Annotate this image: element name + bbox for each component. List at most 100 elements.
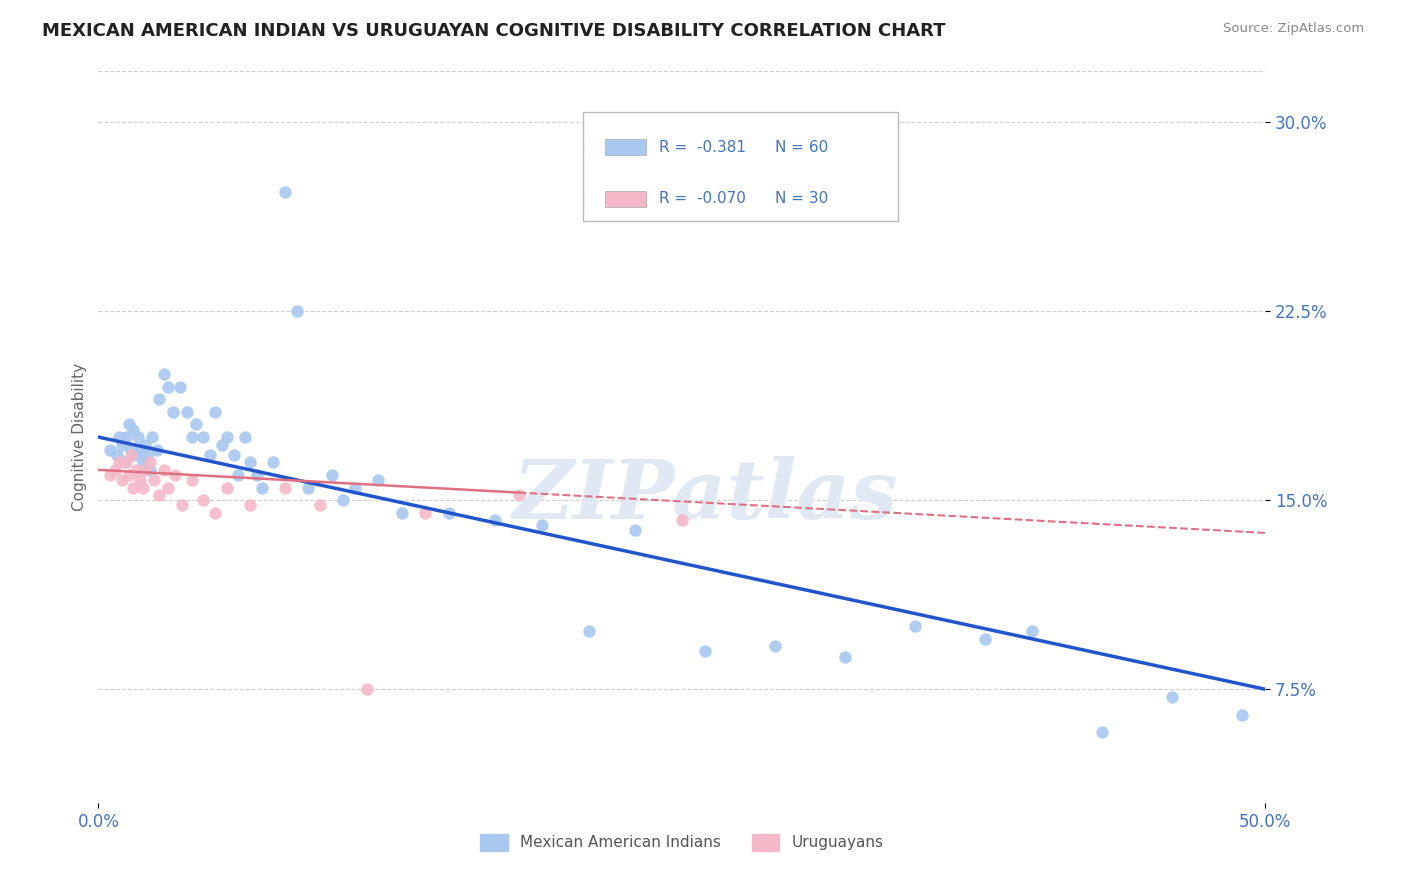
Point — [321, 467, 343, 482]
FancyBboxPatch shape — [605, 139, 645, 155]
Point — [904, 619, 927, 633]
Point — [122, 423, 145, 437]
Point — [246, 467, 269, 482]
Point — [162, 405, 184, 419]
Point — [695, 644, 717, 658]
Point — [285, 304, 308, 318]
Point — [356, 682, 378, 697]
Point — [169, 379, 191, 393]
Point — [141, 430, 163, 444]
Point — [222, 448, 245, 462]
Point — [134, 463, 156, 477]
Point — [274, 481, 297, 495]
Point — [228, 467, 250, 482]
Point — [200, 448, 222, 462]
Point — [1161, 690, 1184, 704]
Point — [176, 405, 198, 419]
Point — [834, 649, 856, 664]
Point — [118, 417, 141, 432]
Point — [127, 430, 149, 444]
Point — [250, 481, 273, 495]
Point — [118, 467, 141, 482]
Point — [437, 506, 460, 520]
Point — [98, 442, 121, 457]
Point — [120, 448, 142, 462]
Point — [165, 467, 187, 482]
Text: ZIPatlas: ZIPatlas — [513, 456, 898, 535]
Point — [1091, 725, 1114, 739]
Point — [239, 498, 262, 512]
Point — [115, 455, 138, 469]
Point — [671, 513, 693, 527]
Point — [98, 467, 121, 482]
Point — [211, 437, 233, 451]
Point — [152, 463, 174, 477]
Point — [134, 437, 156, 451]
Point — [215, 481, 238, 495]
Point — [215, 430, 238, 444]
Point — [332, 493, 354, 508]
Point — [1230, 707, 1253, 722]
Text: MEXICAN AMERICAN INDIAN VS URUGUAYAN COGNITIVE DISABILITY CORRELATION CHART: MEXICAN AMERICAN INDIAN VS URUGUAYAN COG… — [42, 22, 946, 40]
Point — [1021, 624, 1043, 639]
Point — [763, 640, 786, 654]
Point — [180, 473, 202, 487]
Point — [508, 488, 530, 502]
Point — [413, 506, 436, 520]
Point — [578, 624, 600, 639]
Point — [157, 379, 180, 393]
Point — [193, 493, 215, 508]
Point — [193, 430, 215, 444]
Point — [104, 463, 127, 477]
Text: N = 30: N = 30 — [775, 191, 828, 206]
Point — [204, 506, 226, 520]
Point — [125, 463, 148, 477]
Point — [108, 455, 131, 469]
Point — [120, 442, 142, 457]
Point — [115, 430, 138, 444]
Point — [105, 448, 128, 462]
Point — [344, 481, 367, 495]
Point — [108, 430, 131, 444]
Point — [204, 405, 226, 419]
Point — [132, 455, 155, 469]
FancyBboxPatch shape — [605, 191, 645, 207]
Point — [186, 417, 208, 432]
Text: Source: ZipAtlas.com: Source: ZipAtlas.com — [1223, 22, 1364, 36]
Text: R =  -0.070: R = -0.070 — [658, 191, 745, 206]
Y-axis label: Cognitive Disability: Cognitive Disability — [72, 363, 87, 511]
Point — [139, 455, 162, 469]
Point — [624, 524, 647, 538]
Point — [125, 448, 148, 462]
Point — [112, 455, 135, 469]
Point — [172, 498, 194, 512]
Point — [309, 498, 332, 512]
Point — [274, 186, 297, 200]
Point — [136, 448, 159, 462]
Legend: Mexican American Indians, Uruguayans: Mexican American Indians, Uruguayans — [474, 828, 890, 857]
Point — [148, 392, 170, 407]
Point — [367, 473, 389, 487]
Text: N = 60: N = 60 — [775, 140, 828, 155]
Point — [111, 473, 134, 487]
Point — [157, 481, 180, 495]
Point — [484, 513, 506, 527]
Point — [391, 506, 413, 520]
Point — [262, 455, 284, 469]
Point — [239, 455, 262, 469]
Point — [132, 481, 155, 495]
Point — [152, 367, 174, 381]
Point — [146, 442, 169, 457]
Point — [297, 481, 319, 495]
Point — [139, 463, 162, 477]
Point — [235, 430, 257, 444]
Point — [122, 481, 145, 495]
Point — [180, 430, 202, 444]
Point — [530, 518, 553, 533]
Point — [143, 473, 166, 487]
FancyBboxPatch shape — [582, 112, 898, 221]
Point — [148, 488, 170, 502]
Point — [974, 632, 997, 646]
Text: R =  -0.381: R = -0.381 — [658, 140, 745, 155]
Point — [129, 473, 152, 487]
